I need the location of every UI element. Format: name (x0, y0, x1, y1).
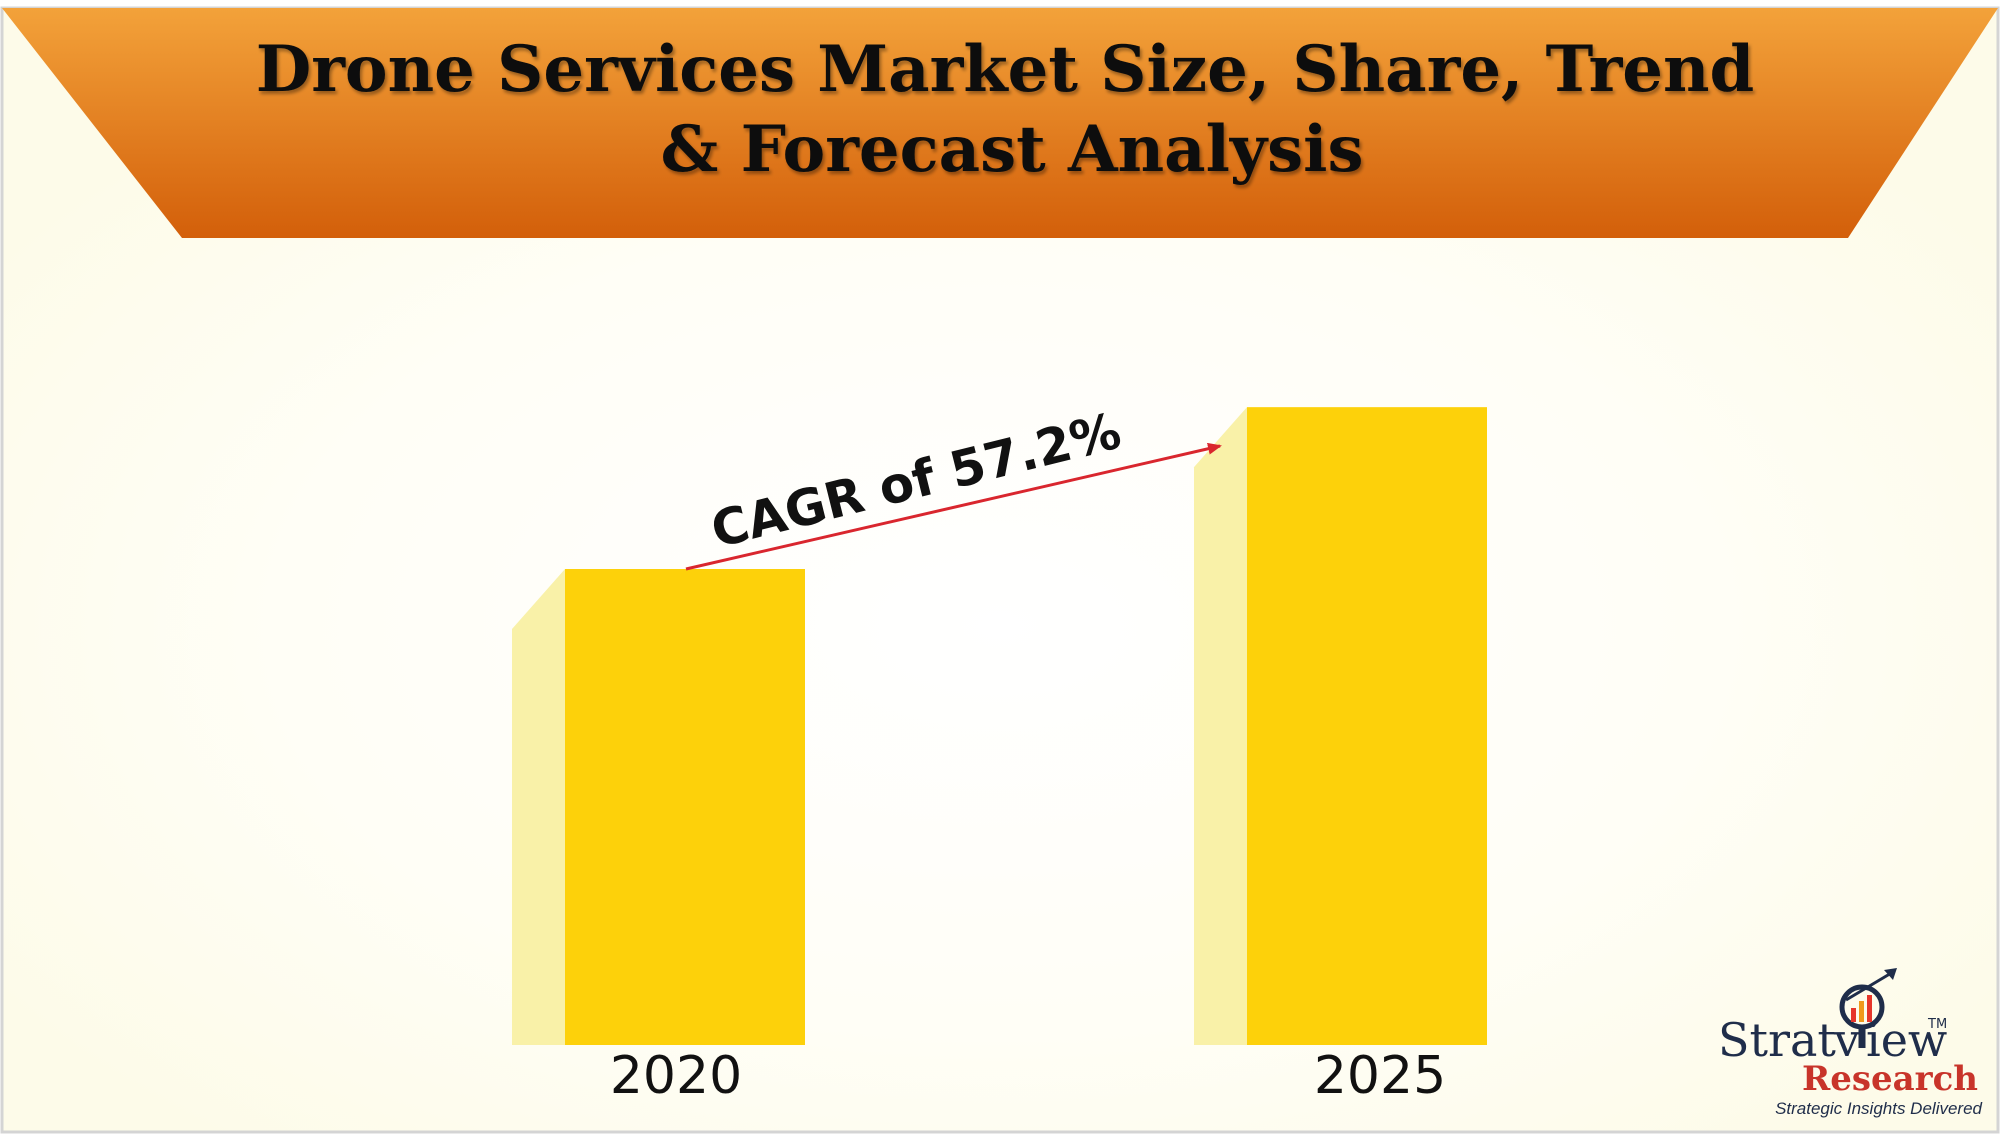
brand-logo: Strat v iew TM Research Strategic Insigh… (1718, 968, 1983, 1118)
brand-research: Research (1802, 1059, 1978, 1099)
magnifier-chart-icon (1839, 968, 1897, 1048)
brand-tagline: Strategic Insights Delivered (1775, 1099, 1982, 1118)
bar-2020 (565, 569, 805, 1045)
title-banner (2, 8, 1998, 238)
brand-name-part-1: Strat (1718, 1013, 1836, 1067)
bar-2025 (1247, 407, 1487, 1045)
brand-name-part-2: iew (1866, 1013, 1947, 1067)
brand-trademark: TM (1927, 1017, 1947, 1032)
bar-side-face (1194, 407, 1247, 1045)
x-tick-label: 2025 (1314, 1046, 1446, 1106)
cagr-arrow (685, 442, 1222, 571)
brand-name-v: v (1833, 1013, 1860, 1067)
bars-group (512, 407, 1487, 1045)
chart-title-line-1: Drone Services Market Size, Share, Trend (256, 32, 1755, 107)
x-tick-label: 2020 (610, 1046, 742, 1106)
chart-title-line-2: & Forecast Analysis (661, 112, 1364, 187)
bar-side-face (512, 569, 565, 1045)
